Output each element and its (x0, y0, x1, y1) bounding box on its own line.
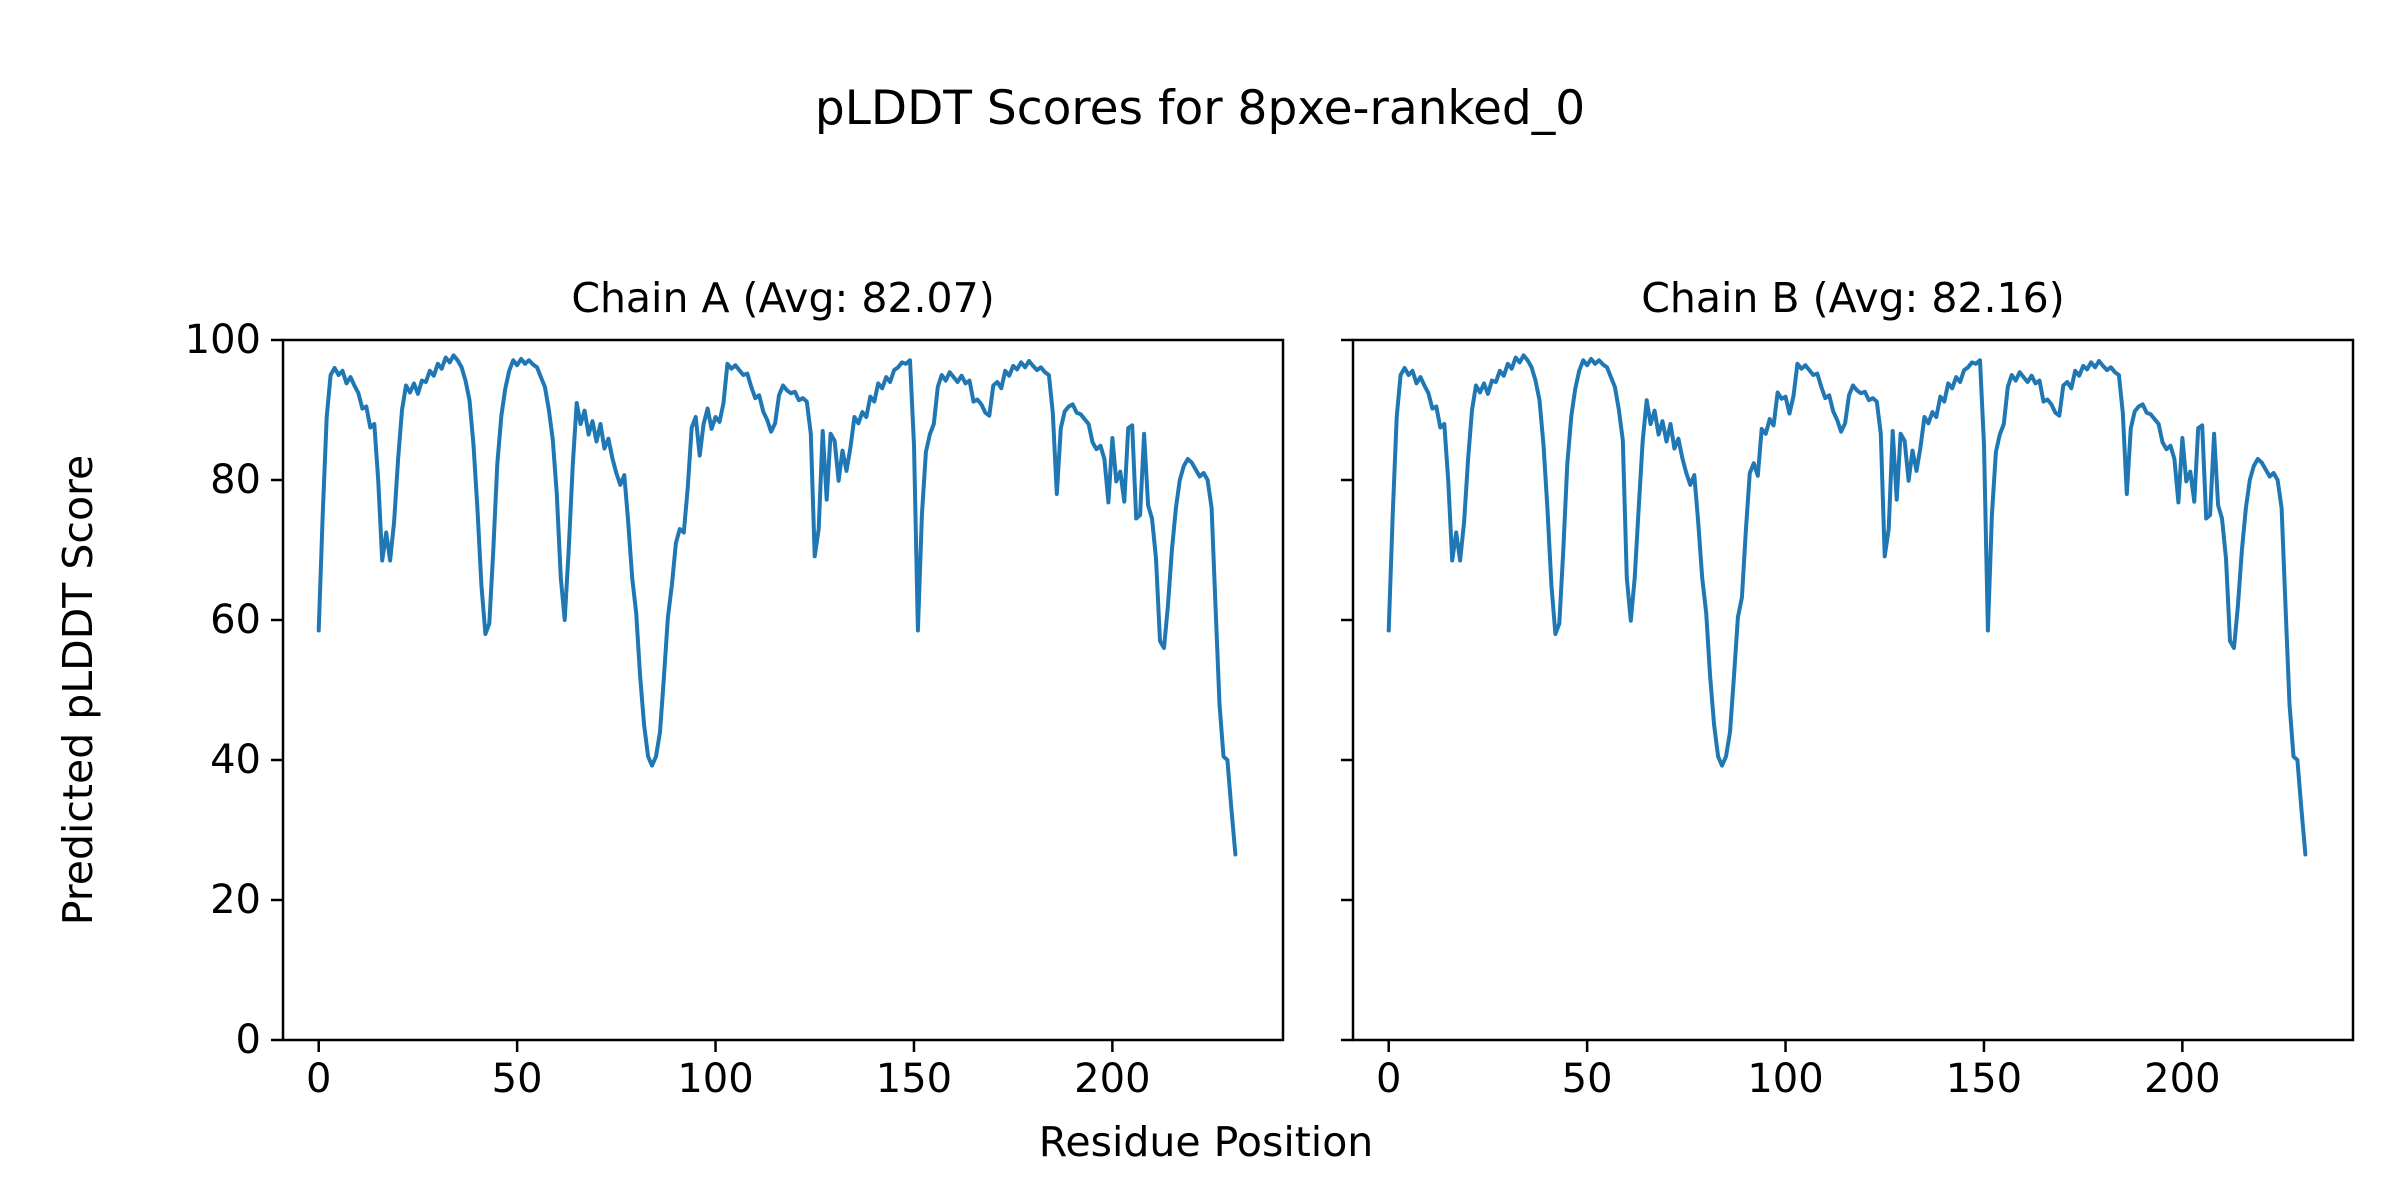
chain-b-plot: Chain B (Avg: 82.16) 0 50 100 150 200 (1341, 274, 2355, 1102)
x-tick-label: 200 (2144, 1056, 2221, 1102)
chain-b-title: Chain B (Avg: 82.16) (1641, 274, 2065, 322)
plddt-line-chain-b (1386, 353, 2308, 857)
x-tick-label: 150 (1945, 1056, 2023, 1102)
y-tick-label: 80 (210, 457, 261, 503)
plddt-line-chain-a (316, 353, 1238, 857)
chain-a-canvas (271, 338, 1285, 1052)
x-tick-label: 100 (1747, 1056, 1824, 1102)
x-axis-label: Residue Position (1038, 1118, 1374, 1166)
figure-title: pLDDT Scores for 8pxe-ranked_0 (814, 81, 1586, 136)
x-tick-label: 200 (1074, 1056, 1151, 1102)
y-tick-label: 20 (210, 877, 261, 923)
chain-a-title: Chain A (Avg: 82.07) (571, 274, 995, 322)
x-tick-label: 0 (1375, 1056, 1402, 1102)
x-tick-label: 150 (875, 1056, 953, 1102)
y-tick-label: 100 (184, 317, 261, 363)
y-tick-label: 0 (235, 1017, 261, 1063)
axes-spines (1351, 338, 2355, 1042)
y-axis-label: Predicted pLDDT Score (54, 454, 102, 926)
axes-spines (281, 338, 1285, 1042)
x-tick-label: 0 (305, 1056, 332, 1102)
x-tick-label: 50 (1561, 1056, 1613, 1102)
y-tick-label: 60 (210, 597, 261, 643)
x-tick-label: 50 (491, 1056, 543, 1102)
chain-b-canvas (1341, 338, 2355, 1052)
y-tick-label: 40 (210, 737, 261, 783)
x-tick-label: 100 (677, 1056, 754, 1102)
chain-a-plot: Chain A (Avg: 82.07) 0 50 100 150 200 0 20 40 60… (185, 274, 1285, 1102)
